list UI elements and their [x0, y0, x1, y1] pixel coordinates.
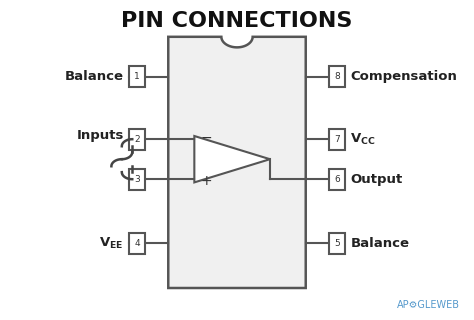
Text: $\mathbf{V}_{\mathbf{CC}}$: $\mathbf{V}_{\mathbf{CC}}$ — [350, 132, 376, 147]
Text: 4: 4 — [134, 239, 140, 248]
Text: 6: 6 — [334, 175, 340, 184]
Text: Output: Output — [350, 173, 402, 186]
Text: Balance: Balance — [350, 237, 409, 250]
Bar — [129, 129, 145, 150]
Text: −: − — [201, 131, 212, 145]
Polygon shape — [168, 37, 306, 288]
Text: Inputs: Inputs — [76, 129, 124, 142]
Polygon shape — [194, 136, 270, 182]
Text: 5: 5 — [334, 239, 340, 248]
Text: 2: 2 — [134, 135, 140, 144]
Text: 3: 3 — [134, 175, 140, 184]
Bar — [329, 67, 345, 87]
Text: Compensation: Compensation — [350, 70, 457, 83]
Text: $\mathbf{V}_{\mathbf{EE}}$: $\mathbf{V}_{\mathbf{EE}}$ — [100, 236, 124, 251]
Bar — [329, 233, 345, 253]
Bar — [129, 233, 145, 253]
Bar — [129, 67, 145, 87]
Text: 7: 7 — [334, 135, 340, 144]
Text: +: + — [201, 174, 212, 188]
Bar — [329, 129, 345, 150]
Text: AP⚙GLEWEB: AP⚙GLEWEB — [397, 300, 460, 310]
Text: Balance: Balance — [65, 70, 124, 83]
Text: 8: 8 — [334, 72, 340, 81]
Text: PIN CONNECTIONS: PIN CONNECTIONS — [121, 11, 353, 31]
Bar — [129, 169, 145, 189]
Bar — [329, 169, 345, 189]
Text: 1: 1 — [134, 72, 140, 81]
